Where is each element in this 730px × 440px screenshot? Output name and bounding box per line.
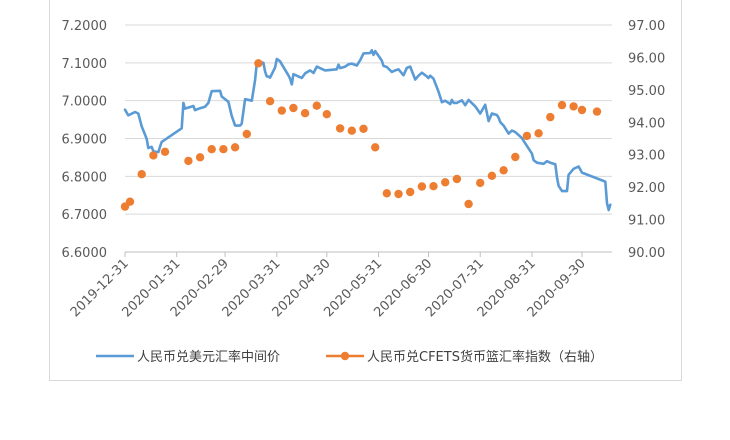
cfets-index-point	[499, 166, 508, 175]
cfets-index-point	[441, 178, 450, 187]
cfets-index-point	[195, 153, 205, 162]
y-right-tick-label: 93.00	[628, 149, 665, 164]
cfets-index-point	[359, 124, 368, 133]
legend-label-usd-cny: 人民币兑美元汇率中间价	[137, 349, 280, 365]
y-left-tick-label: 6.8000	[62, 170, 108, 185]
cfets-index-point	[184, 156, 193, 166]
y-right-tick-label: 91.00	[628, 214, 665, 229]
y-right-tick-label: 94.00	[628, 116, 665, 131]
y-left-tick-label: 7.0000	[62, 95, 108, 110]
y-right-tick-label: 96.00	[628, 51, 665, 66]
cfets-index-point	[230, 143, 240, 152]
cfets-index-point	[577, 105, 587, 115]
cfets-index-point	[219, 145, 228, 154]
cfets-index-point	[429, 182, 438, 191]
legend-label-cfets: 人民币兑CFETS货币篮汇率指数（右轴）	[367, 349, 603, 365]
cfets-index-point	[277, 106, 286, 115]
gridlines	[125, 24, 612, 215]
cfets-index-point	[300, 109, 310, 118]
cfets-index-point	[160, 147, 170, 156]
legend-scatter-marker	[340, 351, 350, 361]
chart-frame	[49, 0, 682, 381]
cfets-index-point	[534, 129, 543, 138]
cfets-index-point	[125, 197, 135, 206]
cfets-index-point	[382, 189, 391, 198]
cfets-index-point	[347, 126, 356, 135]
y-right-tick-label: 95.00	[628, 84, 665, 99]
usd-cny-line-series	[123, 48, 612, 212]
cfets-index-point	[265, 97, 275, 106]
cfets-index-point	[149, 151, 158, 160]
cfets-index-point	[207, 145, 216, 154]
cfets-index-point	[511, 152, 520, 162]
y-right-tick-label: 90.00	[628, 246, 665, 261]
cfets-index-point	[522, 131, 532, 141]
cfets-index-point	[254, 59, 263, 68]
cfets-index-point	[557, 100, 567, 110]
cfets-index-point	[394, 189, 403, 199]
cfets-index-point	[592, 107, 602, 116]
y-left-tick-label: 7.1000	[62, 57, 108, 72]
cfets-index-point	[371, 143, 380, 152]
legend: 人民币兑美元汇率中间价 人民币兑CFETS货币篮汇率指数（右轴）	[96, 349, 603, 365]
cfets-index-point	[137, 170, 146, 179]
y-right-tick-label: 92.00	[628, 181, 665, 196]
cfets-index-point	[312, 101, 321, 110]
cfets-index-point	[242, 129, 251, 139]
cfets-index-point	[406, 187, 415, 197]
cfets-index-point	[335, 124, 345, 133]
cfets-index-scatter-series	[120, 59, 602, 211]
cfets-index-point	[289, 103, 298, 113]
y-right-tick-label: 97.00	[628, 19, 665, 34]
y-left-tick-label: 6.9000	[62, 133, 108, 148]
y-left-tick-label: 7.2000	[62, 19, 108, 34]
cfets-index-point	[322, 110, 331, 119]
cfets-index-point	[452, 174, 462, 184]
cfets-index-point	[569, 102, 578, 111]
cfets-index-point	[464, 199, 473, 209]
cfets-index-point	[417, 182, 427, 191]
y-left-tick-label: 6.7000	[62, 208, 108, 223]
cfets-index-point	[487, 171, 497, 180]
cfets-index-point	[476, 178, 485, 188]
y-left-tick-label: 6.6000	[62, 246, 108, 261]
usd-cny-line	[123, 48, 612, 212]
cfets-index-point	[546, 112, 555, 122]
